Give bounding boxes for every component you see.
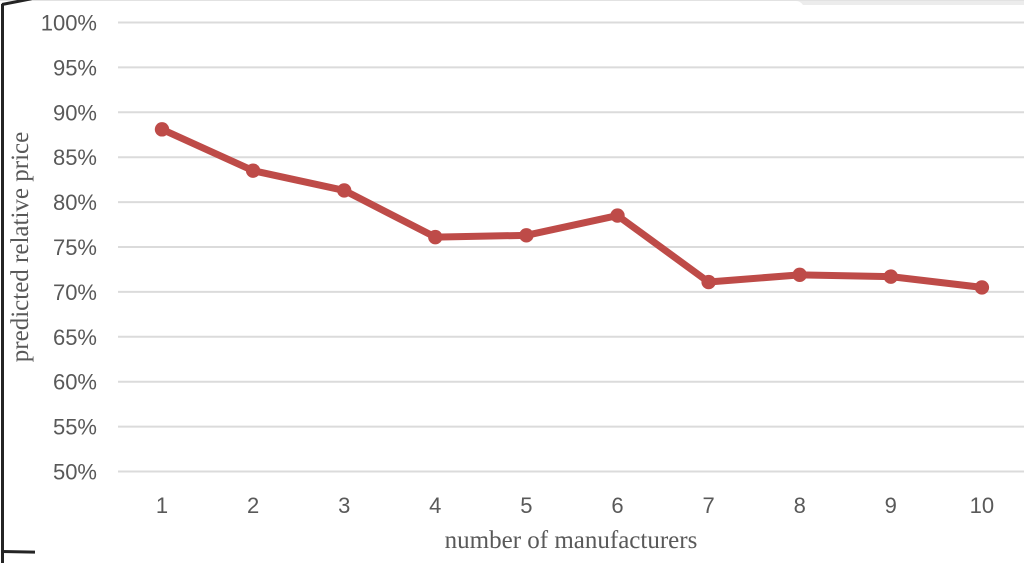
- x-tick-label: 9: [885, 493, 897, 518]
- data-point-marker: [701, 274, 716, 290]
- x-axis-title: number of manufacturers: [444, 527, 698, 554]
- x-tick-label: 8: [794, 493, 806, 518]
- x-tick-label: 3: [338, 493, 350, 518]
- x-tick-label: 7: [702, 493, 714, 518]
- x-tick-label: 6: [611, 493, 623, 518]
- y-tick-label: 60%: [53, 370, 97, 395]
- data-point-marker: [883, 269, 898, 284]
- tab-corner-notch: [0, 1, 804, 9]
- x-tick-label: 10: [970, 493, 994, 518]
- data-point-marker: [337, 183, 352, 198]
- x-tick-label: 2: [247, 493, 259, 518]
- x-tick-label: 4: [429, 493, 441, 518]
- data-point-marker: [245, 163, 261, 178]
- page-edge-bottom: [1, 550, 36, 554]
- y-tick-label: 80%: [53, 190, 97, 215]
- y-tick-label: 100%: [41, 11, 97, 36]
- data-point-marker: [792, 267, 807, 283]
- y-tick-label: 55%: [53, 415, 97, 440]
- y-tick-label: 90%: [53, 100, 97, 125]
- data-point-marker: [428, 229, 443, 245]
- x-tick-label: 5: [520, 493, 532, 518]
- series-line: [158, 125, 986, 291]
- x-tick-label: 1: [156, 493, 168, 518]
- y-tick-label: 75%: [53, 235, 97, 260]
- y-tick-label: 95%: [53, 55, 97, 80]
- data-point-marker: [519, 228, 534, 243]
- data-point-marker: [154, 122, 170, 137]
- page-edge-left: [1, 4, 4, 563]
- y-tick-label: 65%: [53, 325, 97, 350]
- y-axis-title: predicted relative price: [7, 131, 34, 363]
- y-tick-label: 50%: [53, 460, 97, 485]
- data-point-marker: [610, 208, 625, 223]
- y-tick-label: 70%: [53, 280, 97, 305]
- data-point-marker: [974, 280, 990, 295]
- y-tick-label: 85%: [53, 145, 97, 170]
